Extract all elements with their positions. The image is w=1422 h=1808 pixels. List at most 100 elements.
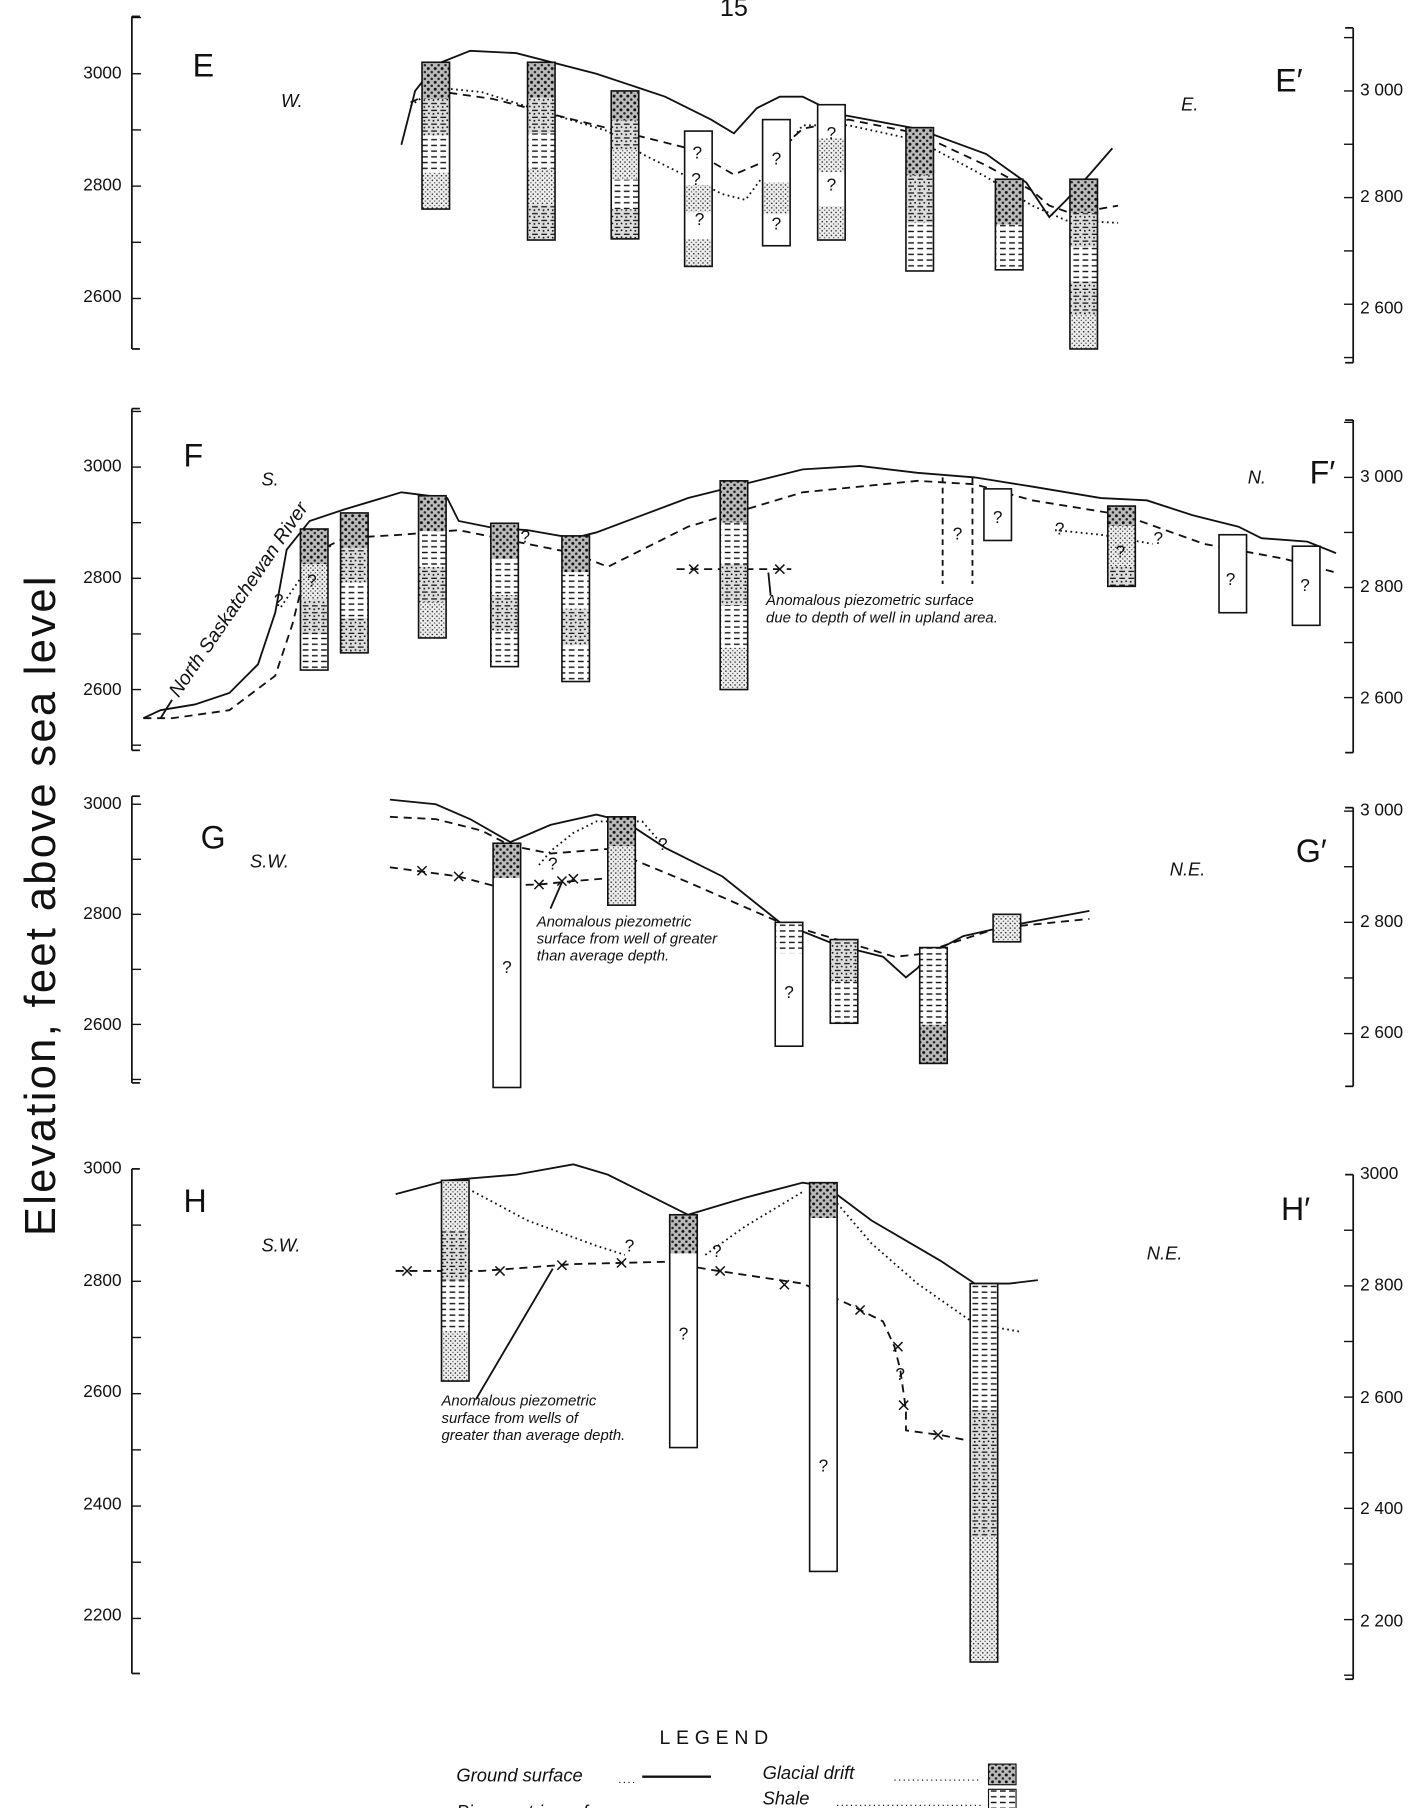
query-mark: ? bbox=[712, 1241, 722, 1261]
query-mark: ? bbox=[1226, 569, 1236, 589]
query-mark: ? bbox=[274, 590, 284, 610]
well-segment bbox=[491, 523, 519, 559]
bedrock-surface bbox=[539, 821, 665, 865]
left-tick-label: 2600 bbox=[83, 286, 121, 306]
annotation: greater than average depth. bbox=[442, 1428, 626, 1444]
y-axis-label: Elevation, feet above sea level bbox=[17, 574, 65, 1236]
bedrock-surface bbox=[459, 1184, 625, 1255]
left-tick-label: 2600 bbox=[83, 1014, 121, 1034]
well-segment bbox=[422, 99, 450, 136]
well-segment bbox=[818, 206, 846, 240]
start-direction: S. bbox=[261, 469, 278, 490]
query-mark: ? bbox=[692, 143, 702, 163]
well-segment bbox=[493, 983, 521, 1018]
well-segment bbox=[528, 133, 556, 169]
well-segment bbox=[810, 1218, 838, 1253]
well-segment bbox=[442, 1331, 470, 1381]
right-tick-label: 2 800 bbox=[1360, 576, 1403, 596]
well-segment bbox=[763, 120, 791, 152]
ground-surface bbox=[396, 1164, 1038, 1283]
legend-label: Ground surface bbox=[456, 1765, 582, 1786]
annotation: Anomalous piezometric bbox=[441, 1394, 597, 1410]
left-tick-label: 2600 bbox=[83, 1381, 121, 1401]
query-mark: ? bbox=[772, 148, 782, 168]
well-segment bbox=[970, 1473, 998, 1536]
well-segment bbox=[611, 121, 639, 151]
annotation-arrow bbox=[476, 1269, 553, 1400]
annotation: Anomalous piezometric bbox=[536, 914, 692, 930]
well-segment bbox=[763, 183, 791, 215]
well-segment bbox=[720, 648, 748, 690]
profiles bbox=[143, 51, 1336, 1441]
well-segment bbox=[720, 481, 748, 523]
query-mark: ? bbox=[819, 1456, 829, 1476]
well-segment bbox=[810, 1501, 838, 1536]
well-segment bbox=[685, 239, 713, 266]
well-segment bbox=[300, 600, 328, 635]
end-direction: N. bbox=[1248, 466, 1266, 487]
start-direction: S.W. bbox=[250, 851, 289, 872]
legend-label: Glacial drift bbox=[763, 1762, 856, 1783]
query-mark: ? bbox=[625, 1235, 635, 1255]
well-segment bbox=[1108, 506, 1136, 526]
well-segment bbox=[562, 536, 590, 572]
start-direction: S.W. bbox=[261, 1235, 300, 1256]
well-segment bbox=[491, 559, 519, 595]
well-segment bbox=[993, 914, 1021, 942]
query-mark: ? bbox=[895, 1364, 905, 1384]
well-segment bbox=[528, 98, 556, 134]
left-tick-label: 3000 bbox=[83, 62, 121, 82]
annotation: Anomalous piezometric surface bbox=[765, 593, 974, 609]
well-segment bbox=[810, 1253, 838, 1288]
well-segment bbox=[670, 1409, 698, 1448]
annotation-arrow bbox=[768, 573, 770, 596]
bedrock-surface bbox=[1055, 530, 1152, 544]
well-segment bbox=[1070, 281, 1098, 315]
right-tick-label: 3 000 bbox=[1360, 800, 1403, 820]
right-tick-label: 2 600 bbox=[1360, 687, 1403, 707]
left-tick-label: 2600 bbox=[83, 679, 121, 699]
well-segment bbox=[341, 583, 369, 618]
river-label: North Saskatchewan River bbox=[165, 497, 314, 701]
well-segment bbox=[970, 1347, 998, 1410]
well-segment bbox=[1070, 315, 1098, 349]
well-segment bbox=[995, 225, 1023, 270]
left-tick-label: 2800 bbox=[83, 175, 121, 195]
well-segment bbox=[906, 175, 934, 223]
well-segment bbox=[611, 209, 639, 239]
section-start: E bbox=[193, 47, 214, 83]
section-end: H′ bbox=[1281, 1191, 1310, 1227]
well-segment bbox=[775, 1015, 803, 1046]
right-tick-label: 3 000 bbox=[1360, 79, 1403, 99]
well-segment bbox=[670, 1215, 698, 1254]
well-segment bbox=[528, 62, 556, 98]
left-tick-label: 2800 bbox=[83, 903, 121, 923]
right-tick-label: 2 600 bbox=[1360, 1387, 1403, 1407]
query-mark: ? bbox=[691, 169, 701, 189]
annotation: due to depth of well in upland area. bbox=[766, 610, 998, 626]
query-mark: ? bbox=[679, 1324, 689, 1344]
well-segment bbox=[562, 645, 590, 681]
well-segment bbox=[300, 635, 328, 670]
well-segment bbox=[562, 609, 590, 645]
well-segment bbox=[493, 1053, 521, 1088]
well-segment bbox=[810, 1183, 838, 1218]
well-segment bbox=[608, 876, 636, 905]
well-segment bbox=[970, 1284, 998, 1347]
section-start: H bbox=[183, 1183, 206, 1219]
well-segment bbox=[720, 606, 748, 648]
query-mark: ? bbox=[1153, 528, 1163, 548]
well-segment bbox=[419, 496, 447, 532]
left-tick-label: 2800 bbox=[83, 567, 121, 587]
well-segment bbox=[720, 564, 748, 606]
well-segment bbox=[341, 513, 369, 548]
legend-swatch bbox=[989, 1764, 1017, 1785]
well-segment bbox=[970, 1536, 998, 1599]
end-direction: N.E. bbox=[1170, 859, 1206, 880]
well-segment bbox=[491, 595, 519, 631]
query-mark: ? bbox=[784, 982, 794, 1002]
query-mark: ? bbox=[993, 507, 1003, 527]
well-segment bbox=[775, 922, 803, 953]
right-tick-label: 2 800 bbox=[1360, 911, 1403, 931]
well-segment bbox=[775, 953, 803, 984]
